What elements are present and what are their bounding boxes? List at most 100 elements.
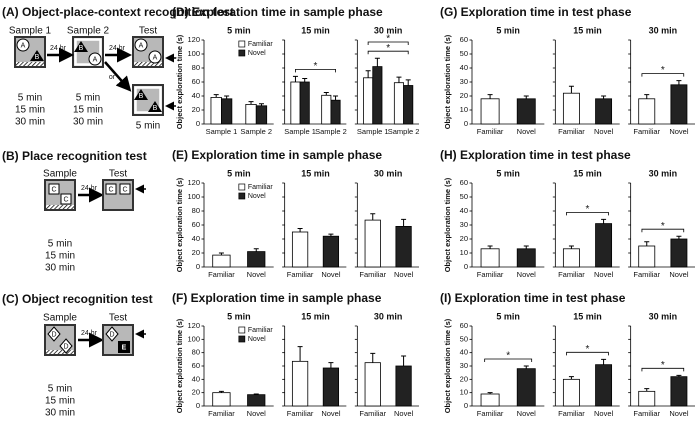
legend-label: Novel (248, 193, 266, 200)
bar (247, 394, 266, 407)
x-tick-label: Sample 1 (206, 127, 238, 136)
y-tick-label: 20 (192, 105, 200, 114)
bar (291, 360, 309, 407)
bar (363, 77, 374, 125)
significance-label: * (314, 61, 318, 72)
error-bar (568, 376, 574, 380)
subplot-title: 30 min (374, 311, 403, 321)
stage-label: Sample (43, 313, 77, 324)
delay-label: 24 hr (109, 45, 126, 52)
error-bar (218, 390, 224, 393)
bar (516, 98, 536, 125)
y-tick-label: 60 (192, 220, 200, 229)
error-bar (333, 95, 339, 101)
chart-title: (D) Exploration time in sample phase (172, 5, 383, 19)
y-tick-label: 10 (460, 388, 468, 397)
object (134, 38, 148, 52)
error-bar (328, 362, 334, 368)
object (48, 183, 60, 195)
bar (290, 81, 301, 125)
x-tick-label: Familiar (208, 270, 235, 279)
diagram-a: (A) Object-place-context recognition tes… (2, 5, 234, 131)
bar (670, 84, 688, 125)
bar (595, 223, 613, 268)
error-bar (370, 213, 376, 221)
diagram-c: (C) Object recognition test Sample Test … (2, 292, 153, 418)
error-bar (370, 352, 376, 363)
time-label: 15 min (45, 396, 75, 407)
error-bar (258, 103, 264, 106)
time-label: 30 min (15, 117, 45, 128)
x-tick-label: Novel (517, 409, 537, 418)
y-axis-label: Object exploration time (s) (443, 34, 452, 129)
x-tick-label: Novel (394, 409, 414, 418)
error-bar (644, 388, 650, 392)
error-bar (568, 85, 574, 94)
x-tick-label: Familiar (558, 127, 585, 136)
legend-swatch (238, 326, 246, 334)
y-axis-label: Object exploration time (s) (443, 177, 452, 272)
x-tick-label: Novel (517, 270, 537, 279)
significance-bracket (295, 69, 336, 73)
y-tick-label: 100 (187, 49, 200, 58)
object (119, 183, 131, 195)
x-tick-label: Familiar (558, 270, 585, 279)
significance-bracket (367, 41, 409, 45)
object (59, 338, 73, 354)
delay-label: 24 hr (81, 185, 98, 192)
stage-label: Sample (43, 169, 77, 180)
time-label: 30 min (73, 117, 103, 128)
bar (480, 393, 500, 407)
x-tick-label: Sample 1 (357, 127, 389, 136)
object-label: C (63, 196, 68, 203)
significance-label: * (386, 34, 390, 45)
x-tick-label: Novel (247, 409, 267, 418)
x-tick-label: Familiar (359, 409, 386, 418)
object-label: C (122, 186, 127, 193)
error-bar (487, 245, 493, 249)
error-bar (601, 95, 607, 99)
object-label: C (51, 186, 56, 193)
x-tick-label: Familiar (633, 127, 660, 136)
subplot-title: 30 min (374, 168, 403, 178)
object (74, 41, 88, 52)
bar (480, 248, 500, 268)
chart-title: (E) Exploration time in sample phase (172, 148, 382, 162)
stage-label: Test (139, 26, 158, 37)
bar (322, 367, 340, 407)
bar (372, 66, 383, 125)
legend-label: Novel (248, 50, 266, 57)
x-tick-label: Familiar (287, 270, 314, 279)
time-label: 5 min (48, 384, 72, 395)
x-tick-label: Sample 2 (240, 127, 272, 136)
x-tick-label: Novel (247, 270, 267, 279)
y-axis-label: Object exploration time (s) (175, 34, 184, 129)
error-bar (401, 218, 407, 227)
chart-title: (G) Exploration time in test phase (440, 5, 632, 19)
subplot-title: 5 min (227, 168, 251, 178)
bar (670, 238, 688, 268)
y-tick-label: 0 (464, 401, 468, 410)
y-tick-label: 30 (460, 361, 468, 370)
y-tick-label: 20 (460, 374, 468, 383)
bar (247, 251, 266, 268)
object-label: C (108, 186, 113, 193)
y-tick-label: 20 (460, 234, 468, 243)
hatch (46, 350, 74, 354)
stage-label: Test (109, 313, 128, 324)
object (105, 326, 119, 342)
bar (403, 85, 414, 125)
object-label: A (93, 56, 98, 63)
y-tick-label: 120 (187, 178, 200, 187)
bar (255, 105, 268, 125)
subplot-title: 5 min (496, 168, 520, 178)
hatch (16, 62, 44, 66)
error-bar (601, 358, 607, 365)
y-tick-label: 10 (460, 248, 468, 257)
y-tick-label: 40 (460, 206, 468, 215)
error-bar (224, 95, 230, 99)
time-label: 15 min (15, 105, 45, 116)
significance-label: * (586, 204, 590, 215)
x-tick-label: Novel (321, 270, 341, 279)
